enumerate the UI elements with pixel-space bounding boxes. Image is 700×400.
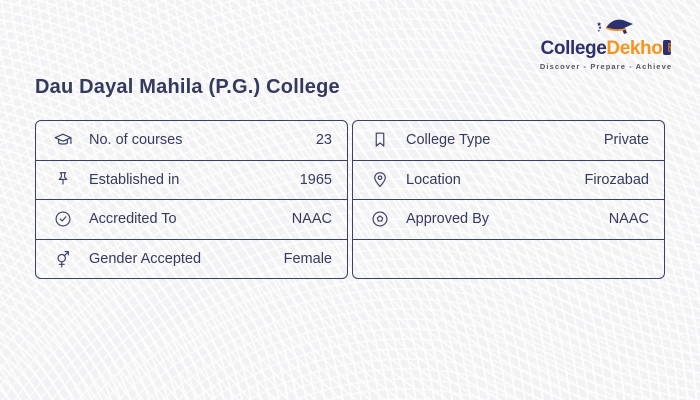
info-label: Approved By [406, 211, 490, 228]
graduation-cap-icon [52, 130, 73, 151]
info-value: Female [283, 251, 332, 268]
empty-table-cell [353, 240, 664, 279]
check-circle-icon [52, 209, 73, 230]
info-value: NAAC [291, 211, 332, 228]
info-value: Firozabad [584, 171, 649, 188]
info-label: College Type [406, 132, 491, 149]
info-card-right: College Type Private Location Firozabad … [352, 120, 665, 279]
table-row-accredited: Accredited To NAAC [36, 200, 347, 240]
collegedekho-logo[interactable]: CollegeDekho com Discover - Prepare - Ach… [538, 16, 674, 71]
logo-wordmark: CollegeDekho com [538, 38, 674, 60]
logo-text-dekho: Dekho [606, 38, 663, 59]
info-value: NAAC [608, 211, 649, 228]
approval-badge-icon [369, 209, 390, 230]
info-value: 1965 [299, 171, 332, 188]
info-label: Location [406, 171, 461, 188]
flying-graduation-cap-icon [597, 19, 633, 34]
logo-com-badge: com [663, 40, 673, 55]
college-name-title: Dau Dayal Mahila (P.G.) College [35, 76, 340, 98]
bookmark-icon [369, 130, 390, 151]
info-value: Private [603, 132, 649, 149]
table-row-gender: Gender Accepted Female [36, 240, 347, 280]
table-row-courses: No. of courses 23 [36, 121, 347, 161]
info-label: Accredited To [89, 211, 177, 228]
info-label: No. of courses [89, 132, 183, 149]
college-info-table: No. of courses 23 Established in 1965 Ac… [35, 120, 665, 279]
table-row-approved-by: Approved By NAAC [353, 200, 664, 240]
info-label: Gender Accepted [89, 251, 202, 268]
info-card-left: No. of courses 23 Established in 1965 Ac… [35, 120, 348, 279]
info-value: 23 [315, 132, 332, 149]
table-row-location: Location Firozabad [353, 161, 664, 200]
pushpin-icon [52, 169, 73, 190]
logo-tagline: Discover - Prepare - Achieve [539, 62, 673, 71]
logo-text-college: College [540, 38, 607, 59]
info-label: Established in [89, 171, 180, 188]
location-pin-icon [369, 169, 390, 190]
table-row-established: Established in 1965 [36, 161, 347, 200]
gender-icon [52, 249, 73, 270]
table-row-college-type: College Type Private [353, 121, 664, 161]
